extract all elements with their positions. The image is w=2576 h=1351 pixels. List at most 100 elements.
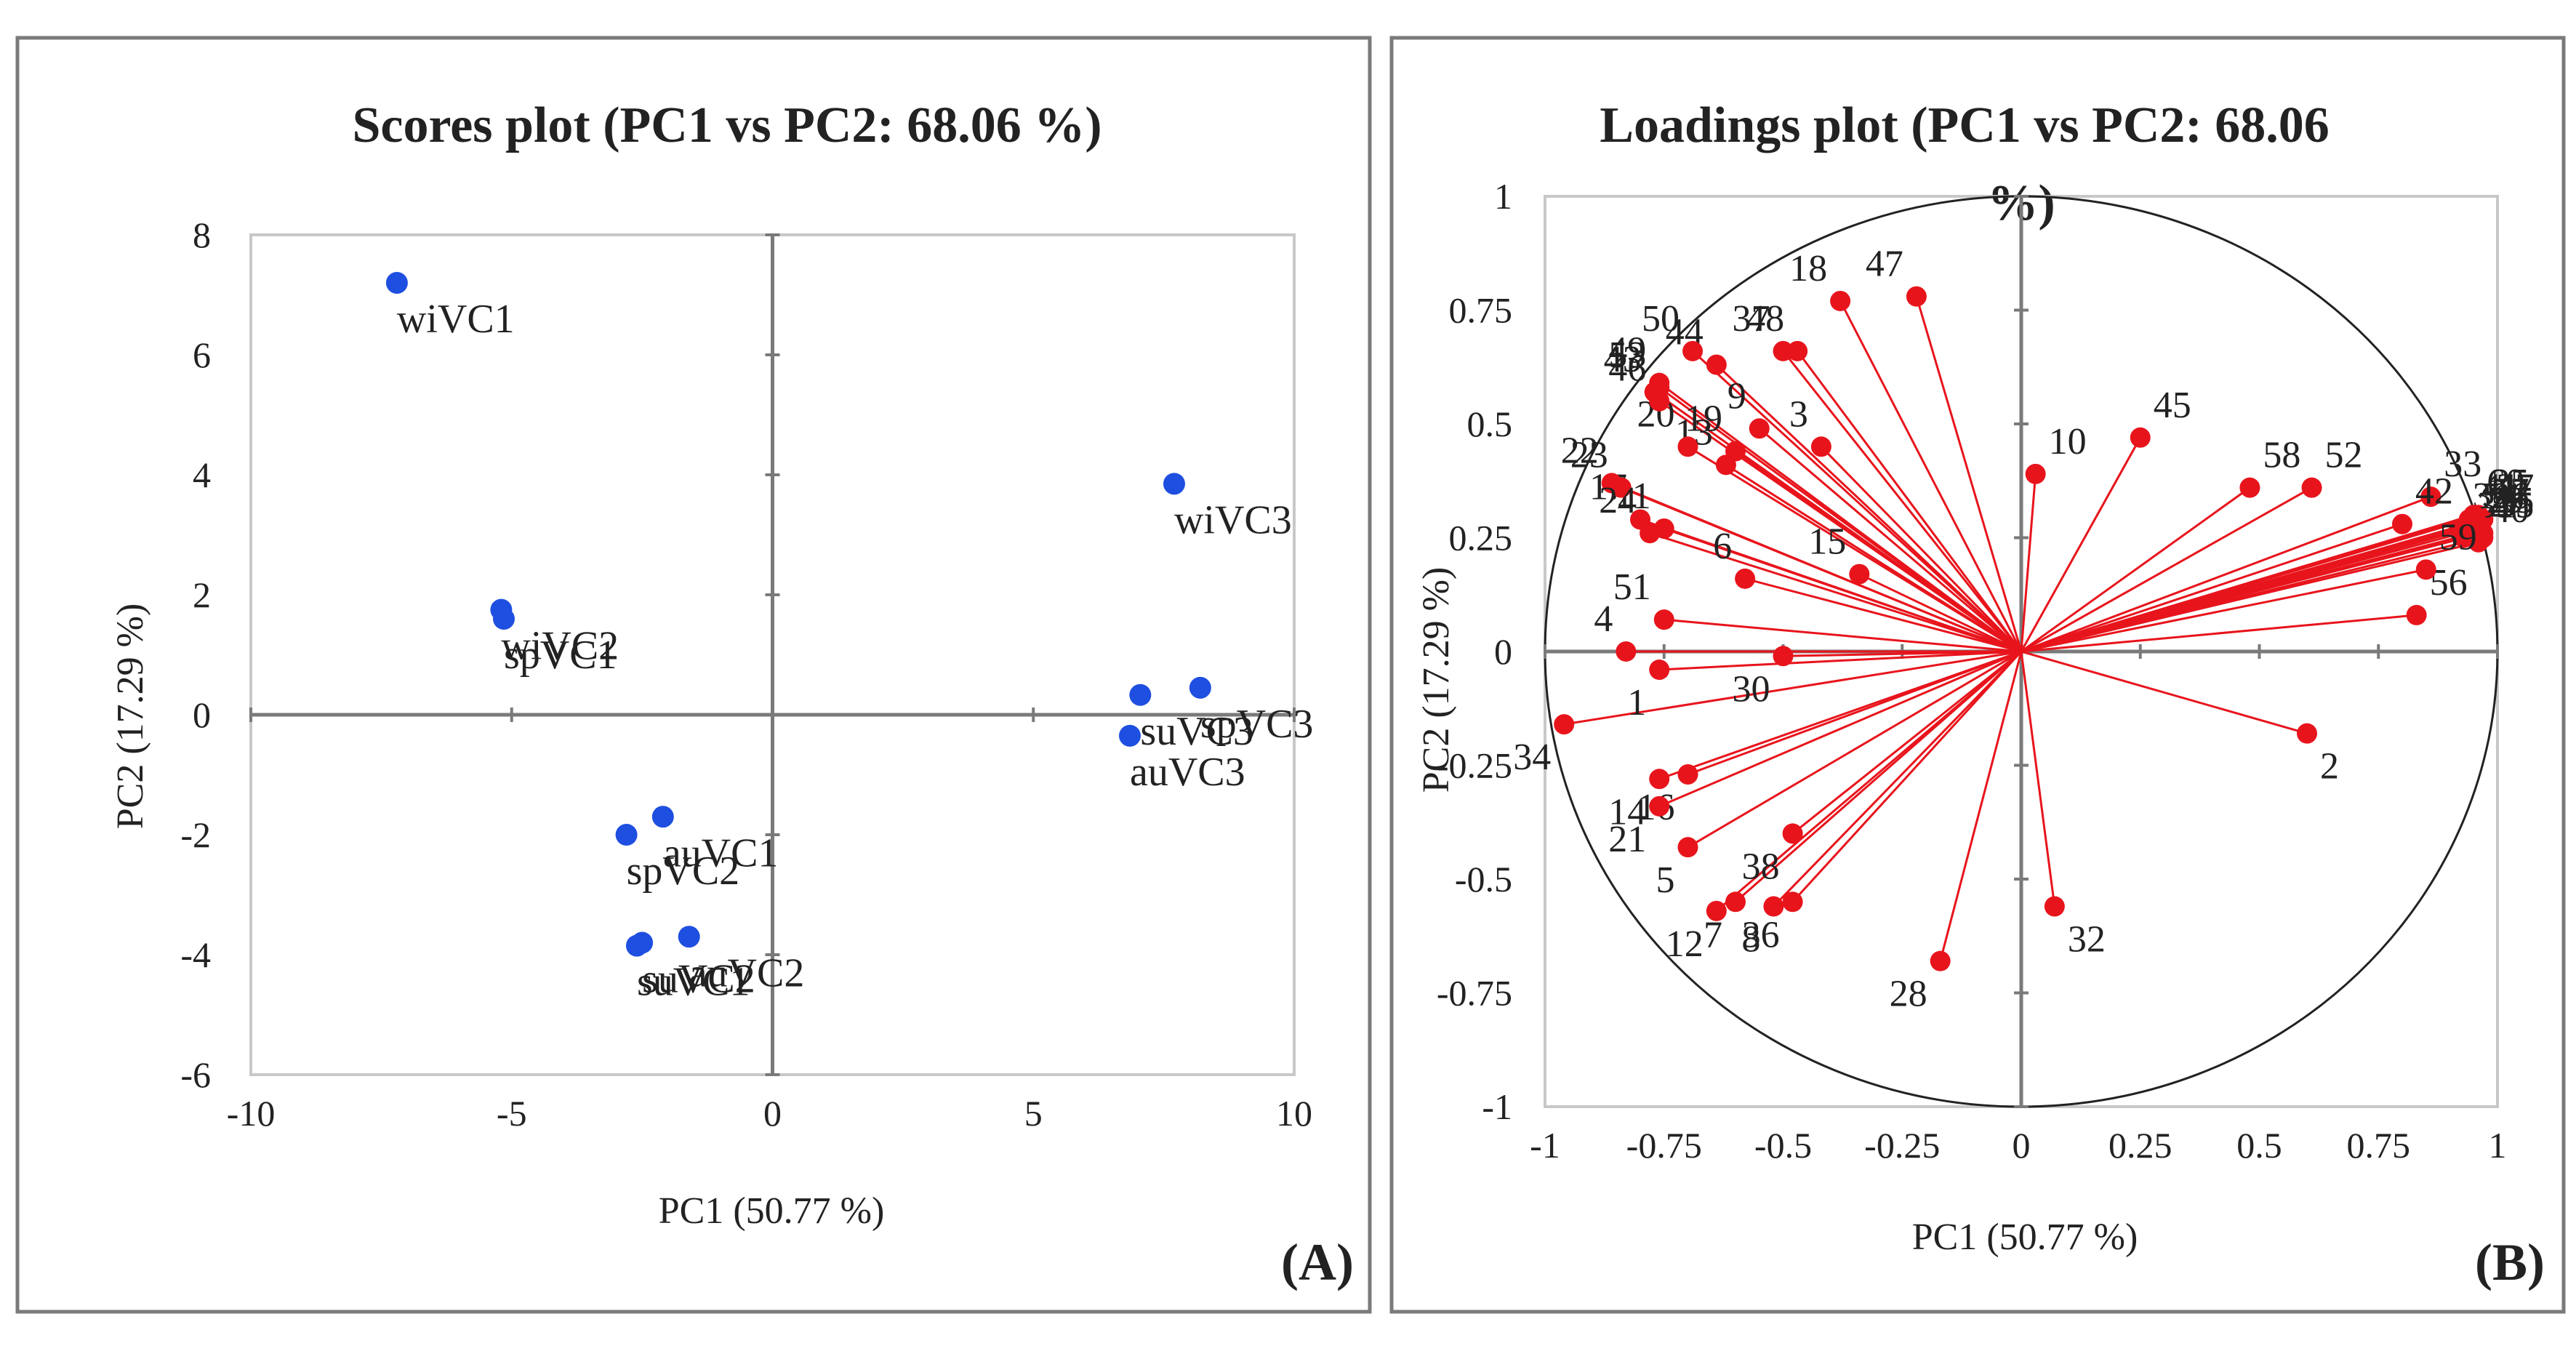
loadings-x-tick-label: -0.5 [1754,1125,1812,1166]
loading-label-36: 36 [1742,914,1780,955]
loading-vector-59 [2021,568,2427,653]
loading-label-43: 43 [1604,339,1642,380]
scores-y-tick-label: 8 [193,215,211,255]
scores-point-spVC1 [492,608,515,630]
loading-point-15 [1849,564,1870,585]
loading-label-7: 7 [1704,914,1722,955]
scores-y-tick-label: -2 [180,814,211,855]
loading-vector-37 [1782,350,2023,652]
loadings-x-tick-label: 0.25 [2108,1125,2172,1166]
loading-label-58: 58 [2263,435,2300,476]
scores-point-label-suVC1: suVC1 [637,960,750,1005]
loadings-x-tick-label: 0.5 [2236,1125,2282,1166]
loading-label-8: 8 [1741,919,1760,961]
scores-point-label-auVC3: auVC3 [1130,750,1245,795]
loading-vector-36 [1791,650,2023,903]
loading-label-18: 18 [1789,248,1827,289]
loading-point-8 [1763,896,1784,917]
loading-label-3: 3 [1789,393,1808,435]
loading-point-1 [1649,660,1670,681]
loading-point-4 [1616,641,1637,662]
loading-label-40: 40 [2492,489,2529,531]
scores-point-label-auVC2: auVC2 [689,950,805,995]
loading-label-34: 34 [1513,737,1551,778]
scores-point-auVC3 [1118,724,1141,747]
loading-label-4: 4 [1594,598,1613,640]
loading-vector-57 [2021,523,2479,653]
loadings-x-tick-label: 0.75 [2347,1125,2411,1166]
loading-vector-2 [2021,650,2308,735]
loading-vector-48 [1796,350,2023,652]
scores-y-tick-label: -4 [180,934,211,975]
scores-y-tick-label: 0 [193,694,211,735]
loading-point-38 [1782,823,1803,844]
loading-label-14: 14 [1608,791,1646,833]
scores-point-spVC2 [615,824,638,846]
loadings-plot-area: -1 -0.75 -0.5 -0.25 0 0.25 0.5 0.75 1 1 0.75 0.5 0.2… [1437,176,2535,1166]
scores-point-label-spVC2: spVC2 [627,849,740,894]
panel-a-tag: (A) [1281,1233,1354,1291]
loading-label-28: 28 [1890,974,1927,1015]
scores-point-auVC2 [678,926,700,948]
scores-point-label-wiVC3: wiVC3 [1174,497,1292,542]
loading-label-6: 6 [1713,526,1732,567]
loading-point-5 [1677,837,1698,858]
loadings-y-tick-label: 0.25 [1449,518,1513,558]
loading-point-45 [2130,427,2151,448]
loadings-y-axis-label: PC2 (17.29 %) [1416,567,1457,793]
loading-point-18 [1830,290,1851,311]
loading-label-47: 47 [1866,244,1903,285]
loading-vector-15 [1858,573,2022,653]
loading-point-3 [1810,436,1831,457]
loading-vector-33 [2021,495,2431,653]
loading-point-6 [1735,568,1756,589]
loading-point-10 [2025,463,2046,484]
loading-vector-60 [2021,513,2474,653]
loadings-x-axis-label: PC1 (50.77 %) [1912,1216,2138,1258]
scores-point-wiVC1 [385,272,408,294]
scores-x-tick-label: 5 [1024,1093,1043,1134]
scores-point-suVC3 [1129,683,1152,706]
loading-vector-5 [1687,650,2022,849]
loading-point-33 [2420,486,2441,508]
scores-x-axis-label: PC1 (50.77 %) [659,1190,885,1232]
loading-point-30 [1773,646,1794,667]
loading-vector-3 [1820,446,2023,653]
scores-point-label-suVC2: suVC2 [642,957,755,1002]
loading-vector-30 [1783,650,2022,657]
loading-label-26: 26 [2492,476,2529,517]
loadings-x-tick-label: 0 [2013,1125,2031,1166]
loading-vector-9 [1758,428,2022,653]
loading-vector-58 [2021,486,2251,653]
loadings-y-tick-label: -0.75 [1437,973,1512,1014]
loading-point-50 [1682,340,1704,361]
loading-point-48 [1787,340,1808,361]
loading-label-19: 19 [1685,398,1722,440]
loading-point-2 [2297,723,2317,744]
scores-y-tick-label: 6 [193,334,211,375]
loading-vector-18 [1839,300,2023,652]
loading-label-51: 51 [1613,566,1651,608]
loading-point-14 [1649,769,1670,790]
loading-point-47 [1906,286,1927,307]
loading-vector-16 [1687,650,2022,776]
loading-label-23: 23 [1570,435,1608,476]
loading-point-37 [1773,340,1794,361]
loading-label-21: 21 [1608,819,1646,860]
loadings-y-tick-label: -0.5 [1455,859,1512,899]
loading-vector-52 [2021,486,2313,653]
scores-y-tick-label: 4 [193,454,211,495]
loading-label-55: 55 [2496,480,2534,521]
loadings-x-tick-label: 1 [2489,1125,2507,1166]
scores-point-label-auVC1: auVC1 [663,830,779,875]
scores-point-auVC1 [651,806,674,828]
loading-point-21 [1649,795,1670,817]
loading-vector-40 [2021,541,2479,653]
loading-label-46: 46 [1608,348,1646,390]
loading-vector-28 [1939,651,2023,962]
loading-label-53: 53 [1608,334,1646,376]
scores-x-tick-label: -5 [497,1093,527,1134]
loading-vector-56 [2021,614,2417,653]
scores-point-label-suVC3: suVC3 [1140,709,1253,754]
